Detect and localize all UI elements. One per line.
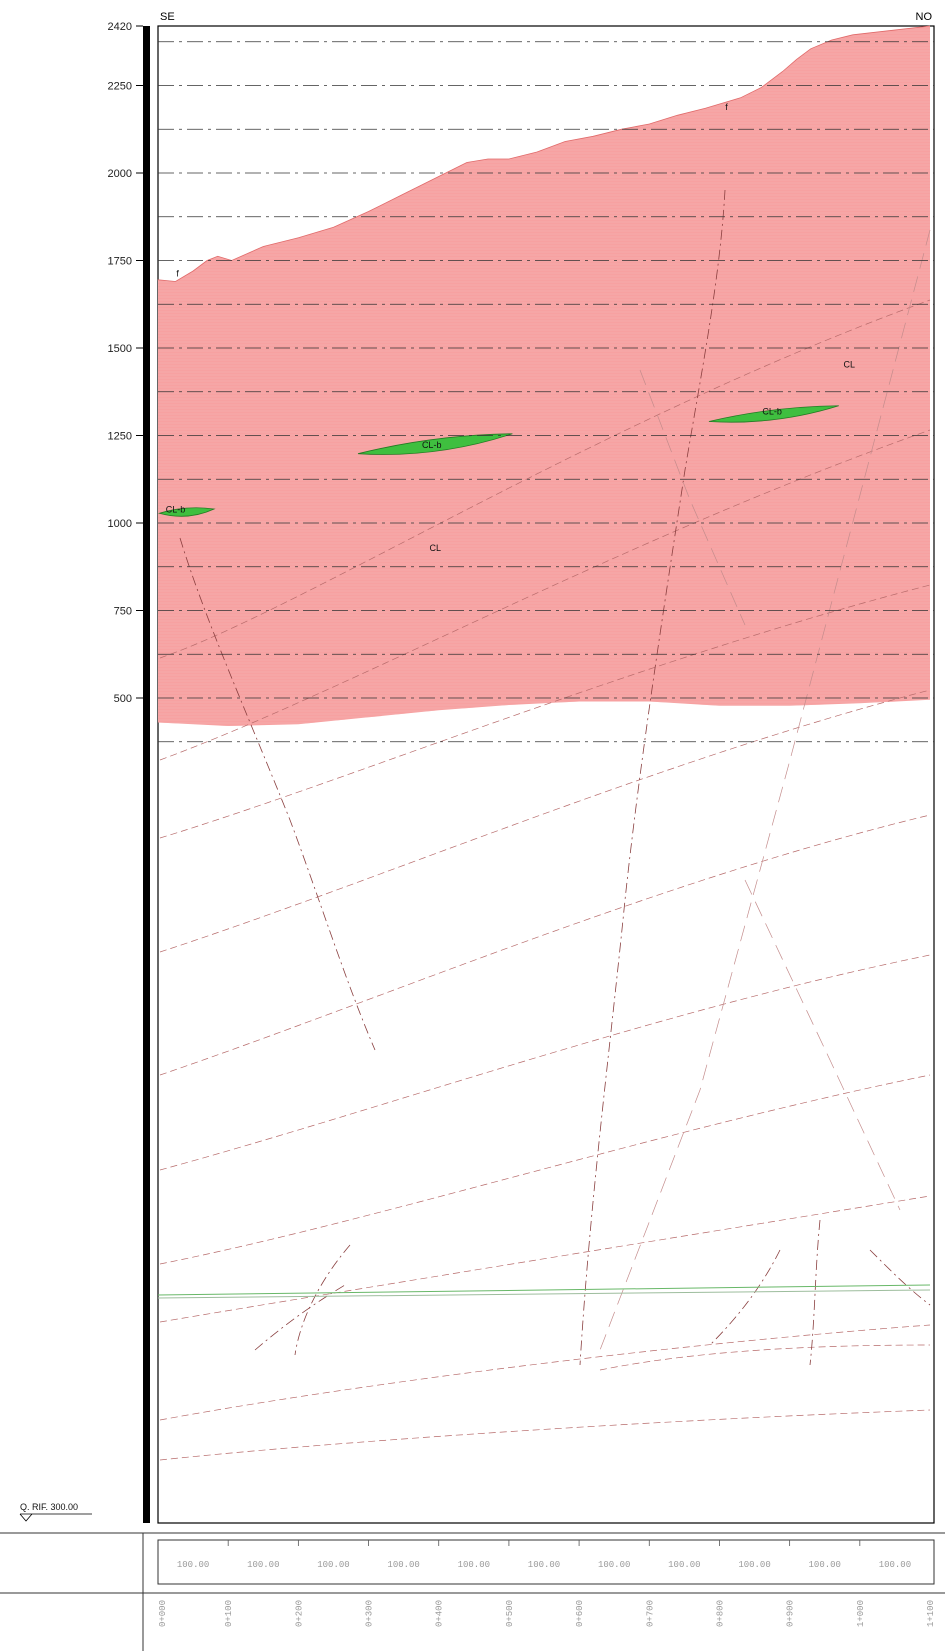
clay-lenses <box>157 405 839 517</box>
progressive-label: 0+500 <box>505 1600 515 1627</box>
unit-label: CL <box>429 543 441 553</box>
marker-line <box>157 1289 931 1299</box>
clay-lens <box>157 507 216 517</box>
progressive-label: 1+100 <box>926 1600 936 1627</box>
distances-box <box>157 1539 935 1585</box>
partial-distance: 100.00 <box>879 1560 911 1570</box>
fault-label: f <box>725 102 728 112</box>
ground-surface-line <box>157 25 931 282</box>
partial-distances-row: 100.00 100.00 100.00 100.00 100.00 100.00 100.… <box>177 1540 911 1570</box>
progressive-label: 0+900 <box>786 1600 796 1627</box>
direction-left: SE <box>160 11 175 23</box>
unit-label: CL-b <box>166 505 186 515</box>
progressive-label: 0+400 <box>435 1600 445 1627</box>
unit-label: CL <box>844 359 856 369</box>
elevation-tick-label: 2000 <box>108 168 132 180</box>
elevation-tick-label: 1000 <box>108 518 132 530</box>
elevation-tick-label: 2420 <box>108 21 132 33</box>
bedding-trace <box>599 1344 931 1371</box>
elevation-ticks: 2420 2250 2000 1750 1500 1250 1000 750 500 <box>108 21 143 705</box>
elevation-tick-label: 750 <box>114 606 132 618</box>
lineaments <box>599 229 931 1351</box>
progressive-label: 0+700 <box>645 1600 655 1627</box>
unit-label: CL-b <box>762 407 782 417</box>
bedding-trace <box>159 1195 931 1323</box>
direction-right: NO <box>916 11 933 23</box>
section-frame <box>157 25 935 1524</box>
fault-trace <box>809 1219 821 1366</box>
partial-distance: 100.00 <box>177 1560 209 1570</box>
profile-table: 100.00 100.00 100.00 100.00 100.00 100.00 100.… <box>0 1532 945 1651</box>
partial-distance: 100.00 <box>458 1560 490 1570</box>
elevation-tick-label: 1500 <box>108 343 132 355</box>
partial-distance: 100.00 <box>247 1560 279 1570</box>
progressive-label: 0+000 <box>158 1600 168 1627</box>
partial-distance: 100.00 <box>668 1560 700 1570</box>
bedding-trace <box>159 1409 931 1461</box>
partial-distance: 100.00 <box>598 1560 630 1570</box>
bedding-trace <box>159 584 931 839</box>
elevation-scale-bar <box>143 26 150 1523</box>
lineament <box>639 369 746 626</box>
bedding-trace <box>159 954 931 1171</box>
partial-distance: 100.00 <box>809 1560 841 1570</box>
bedding-trace <box>159 689 931 953</box>
bedding-trace <box>159 1074 931 1265</box>
fault-trace <box>179 537 376 1051</box>
fault-trace <box>254 1284 346 1351</box>
bedding-trace <box>159 814 931 1076</box>
lineament <box>599 229 931 1351</box>
unit-label: CL-b <box>422 440 442 450</box>
elevation-tick-label: 2250 <box>108 81 132 93</box>
clay-lens <box>708 405 839 423</box>
progressive-chainage-row: 0+000 0+100 0+200 0+300 0+400 0+500 0+600 0+700… <box>158 1600 936 1627</box>
fault-label: f <box>176 268 179 278</box>
partial-distance: 100.00 <box>387 1560 419 1570</box>
fault-trace <box>869 1249 931 1306</box>
partial-distance: 100.00 <box>528 1560 560 1570</box>
clay-lens <box>357 433 513 455</box>
elevation-tick-label: 1750 <box>108 256 132 268</box>
marker-layer <box>157 1284 931 1299</box>
bedding-trace <box>159 1324 931 1421</box>
elevation-tick-label: 1250 <box>108 431 132 443</box>
partial-distance: 100.00 <box>738 1560 770 1570</box>
marker-line <box>157 1284 931 1296</box>
progressive-label: 0+200 <box>294 1600 304 1627</box>
progressive-label: 0+100 <box>224 1600 234 1627</box>
reference-level-marker <box>19 1513 92 1522</box>
partial-distance: 100.00 <box>317 1560 349 1570</box>
lineament <box>744 879 901 1211</box>
fault-labels: ff <box>176 102 728 278</box>
fault-traces <box>179 189 931 1366</box>
elevation-gridlines <box>158 41 934 743</box>
fault-trace <box>294 1244 351 1356</box>
unit-labels: CL CL CL-b CL-b CL-b <box>166 359 855 553</box>
progressive-label: 0+300 <box>365 1600 375 1627</box>
fault-trace <box>709 1249 781 1346</box>
progressive-label: 1+000 <box>856 1600 866 1627</box>
elevation-tick-label: 500 <box>114 693 132 705</box>
bedding-trace <box>159 299 931 659</box>
reference-level: Q. RIF. 300.00 <box>20 1502 78 1512</box>
progressive-label: 0+800 <box>715 1600 725 1627</box>
progressive-label: 0+600 <box>575 1600 585 1627</box>
fault-trace <box>579 189 726 1366</box>
